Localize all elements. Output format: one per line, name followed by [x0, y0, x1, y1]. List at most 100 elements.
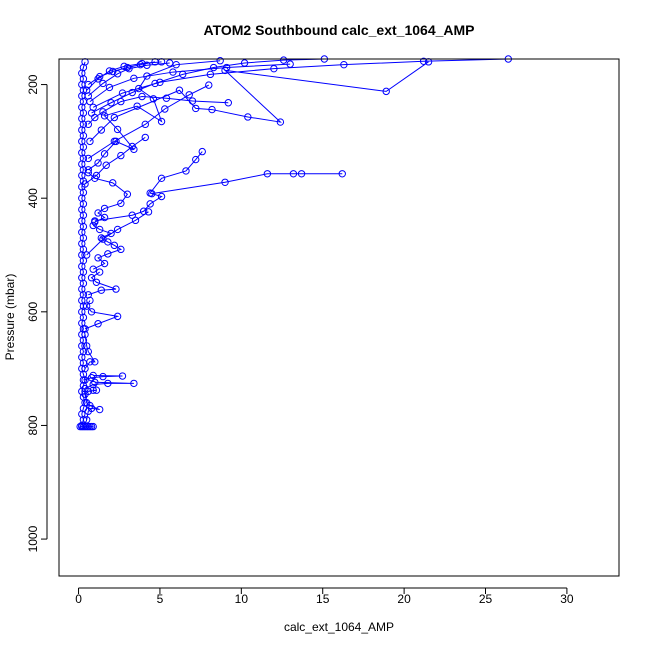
- data-point: [100, 150, 109, 158]
- series-line: [89, 63, 291, 103]
- data-point: [82, 416, 91, 424]
- chart-title: ATOM2 Southbound calc_ext_1064_AMP: [204, 22, 475, 38]
- x-tick-label: 30: [560, 592, 574, 606]
- series-line: [88, 84, 209, 159]
- x-axis-label: calc_ext_1064_AMP: [284, 620, 394, 634]
- data-point: [113, 225, 122, 234]
- data-point: [84, 291, 93, 299]
- data-point: [286, 60, 294, 68]
- x-tick-label: 20: [397, 592, 411, 606]
- data-point: [162, 94, 171, 102]
- series-line: [81, 61, 86, 426]
- x-tick-label: 0: [75, 592, 82, 606]
- plot-frame: [58, 58, 620, 577]
- series-line: [88, 60, 221, 171]
- data-point: [208, 105, 216, 114]
- data-point: [99, 235, 107, 243]
- data-point: [128, 88, 136, 97]
- data-point: [89, 103, 97, 111]
- data-point: [84, 80, 93, 89]
- data-point: [97, 126, 106, 134]
- series-line: [87, 95, 229, 125]
- data-point: [192, 104, 200, 113]
- data-point: [382, 87, 390, 96]
- data-point: [105, 67, 114, 75]
- axes: 0 5 10 15 20 25 30 200 400 600 800 1000: [26, 74, 574, 606]
- data-point: [82, 251, 91, 259]
- data-point: [81, 330, 89, 339]
- data-point: [123, 63, 132, 72]
- series-line: [89, 61, 429, 142]
- data-point: [118, 89, 127, 97]
- data-point: [338, 170, 346, 178]
- data-point: [157, 192, 166, 201]
- data-point: [130, 74, 138, 83]
- x-tick-label: 10: [235, 592, 249, 606]
- data-point: [95, 72, 104, 81]
- data-point: [113, 312, 122, 321]
- data-point: [87, 274, 96, 282]
- data-point: [206, 70, 215, 79]
- data-point: [117, 245, 125, 254]
- series-line: [94, 151, 203, 222]
- data-point: [188, 97, 197, 105]
- data-point: [92, 386, 101, 394]
- data-point: [172, 60, 180, 69]
- data-point: [94, 75, 102, 83]
- data-point: [91, 358, 99, 366]
- data-point: [185, 91, 193, 99]
- data-point: [87, 308, 96, 316]
- data-point: [128, 142, 136, 151]
- data-point: [99, 108, 107, 116]
- data-point: [86, 358, 94, 366]
- data-point: [109, 179, 117, 187]
- data-point: [102, 161, 110, 169]
- series-line: [88, 271, 117, 296]
- data-point: [110, 137, 119, 146]
- series-line: [84, 389, 100, 420]
- data-point: [276, 118, 285, 126]
- data-point: [157, 117, 166, 126]
- data-point: [89, 371, 97, 380]
- data-point: [419, 57, 428, 65]
- data-point: [84, 120, 93, 129]
- data-point: [128, 211, 136, 219]
- data-point: [149, 95, 158, 103]
- data-point: [99, 372, 107, 381]
- data-point: [81, 325, 89, 333]
- data-point: [175, 86, 184, 94]
- x-tick-label: 15: [316, 592, 330, 606]
- series-line: [84, 136, 146, 185]
- y-tick-label: 400: [26, 188, 40, 208]
- data-point: [138, 92, 146, 101]
- data-point: [148, 189, 156, 198]
- data-point: [100, 112, 109, 120]
- data-point: [151, 79, 159, 88]
- data-point: [113, 125, 122, 134]
- data-point: [84, 154, 93, 163]
- data-point: [89, 386, 97, 394]
- data-point: [146, 200, 154, 208]
- data-point: [89, 380, 97, 389]
- series-line: [87, 172, 129, 223]
- series-line: [84, 334, 96, 369]
- data-point: [104, 250, 112, 258]
- data-point: [263, 170, 272, 178]
- data-point: [144, 208, 153, 216]
- data-point: [94, 209, 102, 217]
- data-point: [95, 268, 104, 276]
- data-point: [82, 302, 91, 310]
- series-line: [151, 173, 343, 195]
- data-point: [81, 384, 89, 393]
- y-tick-label: 200: [26, 74, 40, 94]
- data-point: [92, 278, 101, 286]
- data-point: [89, 422, 97, 431]
- data-point: [107, 99, 115, 107]
- data-point: [94, 254, 102, 262]
- y-axis-label: Pressure (mbar): [3, 274, 17, 361]
- data-point: [91, 217, 99, 225]
- data-point: [141, 133, 149, 142]
- data-point: [169, 68, 177, 76]
- data-point: [161, 105, 169, 113]
